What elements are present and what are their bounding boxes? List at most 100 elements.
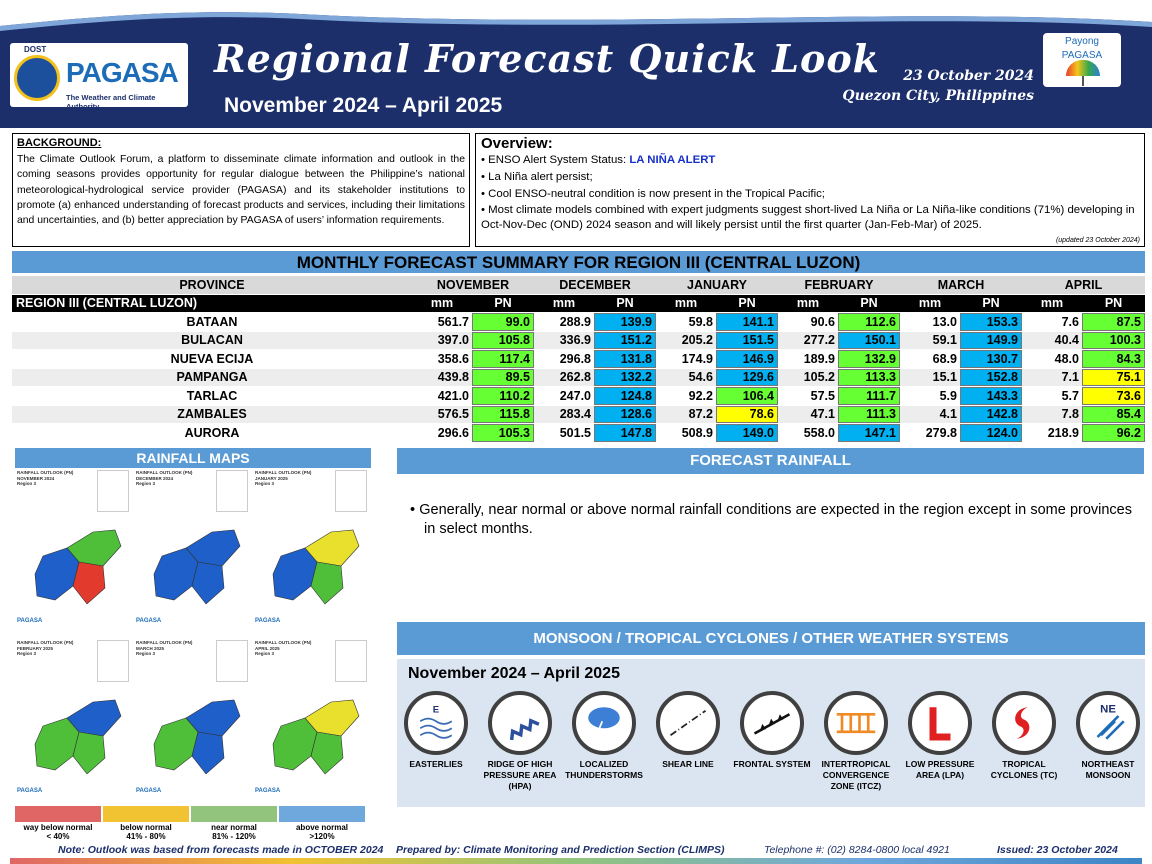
philippines-locator-map — [335, 640, 367, 682]
forecast-rainfall-text: • Generally, near normal or above normal… — [410, 502, 1132, 537]
weather-system-item: INTERTROPICAL CONVERGENCE ZONE (ITCZ) — [816, 691, 896, 792]
rainfall-maps-grid: RAINFALL OUTLOOK (PN) NOVEMBER 2024 Regi… — [15, 468, 371, 806]
province-shape — [272, 717, 318, 771]
weather-system-item: SHEAR LINE — [648, 691, 728, 770]
enso-status: LA NIÑA ALERT — [629, 154, 716, 166]
rainfall-mm-cell: 561.7 — [437, 314, 469, 329]
percent-normal-cell: 106.4 — [716, 387, 778, 405]
weather-system-label: LOCALIZED THUNDERSTORMS — [565, 759, 643, 780]
province-name: ZAMBALES — [12, 405, 412, 423]
percent-normal-cell: 132.2 — [594, 368, 656, 386]
rainfall-map[interactable]: RAINFALL OUTLOOK (PN) DECEMBER 2024 Regi… — [134, 468, 252, 632]
philippines-locator-map — [216, 470, 248, 512]
legend-category: below normal — [120, 823, 172, 832]
map-footer-logo: PAGASA — [17, 788, 43, 794]
month-header: MARCH — [900, 276, 1022, 294]
agency-subtitle: The Weather and Climate Authority — [66, 93, 156, 111]
rainfall-map-title: RAINFALL OUTLOOK (PN) FEBRUARY 2025 Regi… — [17, 640, 74, 656]
rainfall-mm-cell: 189.9 — [803, 351, 835, 366]
rainfall-mm-cell: 5.9 — [939, 388, 957, 403]
region-map-shape — [272, 699, 360, 775]
legend-category: near normal — [211, 823, 257, 832]
rainfall-mm-cell: 288.9 — [559, 314, 591, 329]
province-shape — [191, 561, 225, 605]
percent-normal-cell: 111.3 — [838, 405, 900, 423]
rainfall-map[interactable]: RAINFALL OUTLOOK (PN) JANUARY 2025 Regio… — [253, 468, 371, 632]
overview-bullet: • La Niña alert persist; — [481, 171, 593, 183]
percent-normal-cell: 132.9 — [838, 350, 900, 368]
weather-system-label: EASTERLIES — [409, 759, 463, 769]
percent-normal-cell: 130.7 — [960, 350, 1022, 368]
legend-swatch — [15, 806, 101, 822]
rainfall-mm-cell: 358.6 — [437, 351, 469, 366]
percent-normal-cell: 84.3 — [1082, 350, 1145, 368]
map-footer-logo: PAGASA — [136, 788, 162, 794]
rainfall-mm-cell: 59.1 — [900, 331, 960, 349]
rainfall-mm-cell: 205.2 — [656, 331, 716, 349]
ridge-icon — [509, 718, 540, 741]
weather-system-item: E EASTERLIES — [396, 691, 476, 770]
footer: Note: Outlook was based from forecasts m… — [0, 842, 1152, 858]
region-map-shape — [34, 529, 122, 605]
weather-systems-panel: November 2024 – April 2025 E EASTERLIES RI… — [397, 659, 1145, 807]
province-shape — [153, 717, 199, 771]
percent-normal-cell: 85.4 — [1082, 405, 1145, 423]
forecast-summary-table: PROVINCE NOVEMBER DECEMBER JANUARY FEBRUARY M… — [12, 275, 1145, 443]
rainfall-map-title: RAINFALL OUTLOOK (PN) APRIL 2025 Region … — [255, 640, 312, 656]
overview-title: Overview: — [481, 135, 553, 152]
pagasa-logo: DOST PAGASA The Weather and Climate Auth… — [10, 43, 188, 111]
weather-system-label: LOW PRESSURE AREA (LPA) — [905, 759, 975, 780]
rainfall-mm-cell: 105.2 — [778, 368, 838, 386]
rainfall-map[interactable]: RAINFALL OUTLOOK (PN) FEBRUARY 2025 Regi… — [15, 638, 133, 802]
percent-normal-cell: 111.7 — [838, 387, 900, 405]
legend-range: < 40% — [46, 832, 70, 841]
legend-swatch — [191, 806, 277, 822]
map-footer-logo: PAGASA — [136, 618, 162, 624]
percent-normal-cell: 147.1 — [838, 424, 900, 442]
percent-normal-cell: 100.3 — [1082, 331, 1145, 349]
footer-note: Note: Outlook was based from forecasts m… — [58, 844, 384, 856]
enso-label: • ENSO Alert System Status: — [481, 154, 630, 166]
background-text: The Climate Outlook Forum, a platform to… — [17, 154, 465, 227]
percent-normal-cell: 99.0 — [472, 313, 534, 331]
pagasa-seal-icon — [14, 55, 60, 101]
region-map-shape — [34, 699, 122, 775]
mm-header: mm — [412, 294, 472, 312]
weather-system-label: SHEAR LINE — [662, 759, 714, 769]
province-name: AURORA — [184, 425, 240, 440]
province-shape — [34, 547, 80, 601]
rainfall-map[interactable]: RAINFALL OUTLOOK (PN) MARCH 2025 Region … — [134, 638, 252, 802]
rainfall-map-title: RAINFALL OUTLOOK (PN) NOVEMBER 2024 Regi… — [17, 470, 74, 486]
percent-normal-cell: 129.6 — [716, 368, 778, 386]
shear-line-icon — [669, 710, 707, 736]
province-shape — [153, 547, 199, 601]
legend-label: way below normal < 40% — [13, 823, 103, 841]
percent-normal-cell: 139.9 — [594, 313, 656, 331]
background-title: BACKGROUND: — [17, 137, 102, 149]
province-shape — [310, 731, 344, 775]
rainfall-map-title: RAINFALL OUTLOOK (PN) MARCH 2025 Region … — [136, 640, 193, 656]
percent-normal-cell: 143.3 — [960, 387, 1022, 405]
table-row: TARLAC 421.0 110.2 247.0 124.8 92.2 106.4 57.5 1… — [12, 387, 1145, 405]
itcz-icon — [836, 712, 876, 734]
rainfall-mm-cell: 87.2 — [656, 405, 716, 423]
rainfall-map[interactable]: RAINFALL OUTLOOK (PN) APRIL 2025 Region … — [253, 638, 371, 802]
percent-normal-cell: 149.9 — [960, 331, 1022, 349]
rainfall-mm-cell: 4.1 — [900, 405, 960, 423]
percent-normal-cell: 153.3 — [960, 313, 1022, 331]
province-name: NUEVA ECIJA — [170, 351, 254, 366]
table-row: NUEVA ECIJA 358.6 117.4 296.8 131.8 174.9 146.… — [12, 350, 1145, 368]
summary-title: MONTHLY FORECAST SUMMARY FOR REGION III … — [12, 251, 1145, 275]
percent-normal-cell: 113.3 — [838, 368, 900, 386]
easterlies-letter: E — [433, 705, 440, 716]
percent-normal-cell: 124.0 — [960, 424, 1022, 442]
payong-label: Payong — [1065, 36, 1099, 47]
legend-label: below normal 41% - 80% — [101, 823, 191, 841]
weather-system-label: INTERTROPICAL CONVERGENCE ZONE (ITCZ) — [821, 759, 891, 791]
footer-issued: Issued: 23 October 2024 — [997, 844, 1118, 856]
percent-normal-cell: 131.8 — [594, 350, 656, 368]
percent-normal-cell: 124.8 — [594, 387, 656, 405]
rainfall-map[interactable]: RAINFALL OUTLOOK (PN) NOVEMBER 2024 Regi… — [15, 468, 133, 632]
percent-normal-cell: 141.1 — [716, 313, 778, 331]
mm-header: mm — [1022, 294, 1082, 312]
